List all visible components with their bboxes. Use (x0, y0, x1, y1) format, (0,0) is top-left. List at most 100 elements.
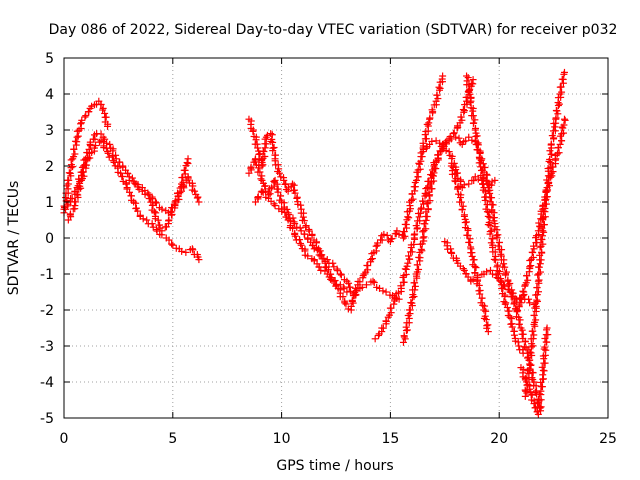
data-point (82, 112, 90, 120)
data-point (548, 132, 556, 140)
series-track-l (441, 238, 540, 310)
data-point (65, 169, 73, 177)
data-point (420, 227, 428, 235)
data-point (501, 293, 509, 301)
data-point (419, 148, 427, 156)
data-point (274, 188, 282, 196)
data-point (375, 331, 383, 339)
data-point (419, 139, 427, 147)
data-point (460, 266, 468, 274)
data-point (510, 331, 518, 339)
data-point (486, 214, 494, 222)
data-point (541, 334, 549, 342)
grid (64, 58, 608, 418)
data-point (179, 173, 187, 181)
series-track-p (513, 115, 569, 314)
data-point (457, 113, 465, 121)
data-point (74, 191, 82, 199)
data-point (434, 151, 442, 159)
data-point (506, 288, 514, 296)
data-point (81, 161, 89, 169)
data-point (528, 248, 536, 256)
data-point (401, 335, 409, 343)
data-point (490, 255, 498, 263)
data-point (281, 209, 289, 217)
y-tick-label: -2 (40, 303, 54, 319)
data-point (329, 259, 337, 267)
data-point (405, 214, 413, 222)
data-point (519, 349, 527, 357)
data-point (529, 253, 537, 261)
data-point (547, 140, 555, 148)
data-point (423, 120, 431, 128)
data-point (404, 259, 412, 267)
data-point (501, 263, 509, 271)
data-point (535, 276, 543, 284)
data-point (172, 197, 180, 205)
data-point (521, 386, 529, 394)
data-point (433, 91, 441, 99)
data-point (145, 194, 153, 202)
data-point (535, 270, 543, 278)
series-track-e (245, 115, 355, 314)
data-point (456, 194, 464, 202)
data-point (534, 227, 542, 235)
data-point (413, 176, 421, 184)
data-point (486, 189, 494, 197)
data-point (558, 137, 566, 145)
data-point (527, 262, 535, 270)
data-point (372, 242, 380, 250)
data-point (383, 231, 391, 239)
data-point (515, 342, 523, 350)
x-axis-label: GPS time / hours (276, 458, 393, 474)
data-point (379, 324, 387, 332)
data-point (291, 189, 299, 197)
data-point (301, 230, 309, 238)
data-point (92, 142, 100, 150)
data-point (422, 144, 430, 152)
data-point (484, 328, 492, 336)
data-point (143, 216, 151, 224)
data-point (308, 231, 316, 239)
data-point (482, 316, 490, 324)
data-point (299, 213, 307, 221)
data-point (102, 144, 110, 152)
data-point (371, 335, 379, 343)
data-point (342, 300, 350, 308)
data-point (467, 97, 475, 105)
data-point (422, 135, 430, 143)
data-point (148, 220, 156, 228)
data-point (543, 324, 551, 332)
data-point (436, 84, 444, 92)
data-point (515, 320, 523, 328)
data-point (480, 175, 488, 183)
data-point (469, 107, 477, 115)
data-point (351, 288, 359, 296)
data-point (560, 115, 568, 123)
data-point (415, 213, 423, 221)
data-point (539, 371, 547, 379)
data-point (388, 235, 396, 243)
data-point (453, 185, 461, 193)
data-point (169, 241, 177, 249)
data-point (476, 290, 484, 298)
data-point (464, 74, 472, 82)
data-point (104, 122, 112, 130)
data-point (402, 323, 410, 331)
data-point (336, 270, 344, 278)
data-point (369, 277, 377, 285)
data-point (521, 376, 529, 384)
data-point (426, 114, 434, 122)
data-point (447, 135, 455, 143)
data-point (526, 263, 534, 271)
data-point (493, 226, 501, 234)
data-point (74, 132, 82, 140)
data-point (452, 178, 460, 186)
data-point (482, 170, 490, 178)
chart-title: Day 086 of 2022, Sidereal Day-to-day VTE… (49, 22, 618, 38)
data-point (479, 173, 487, 181)
data-point (288, 180, 296, 188)
data-point (273, 185, 281, 193)
data-point (537, 235, 545, 243)
data-point (403, 262, 411, 270)
